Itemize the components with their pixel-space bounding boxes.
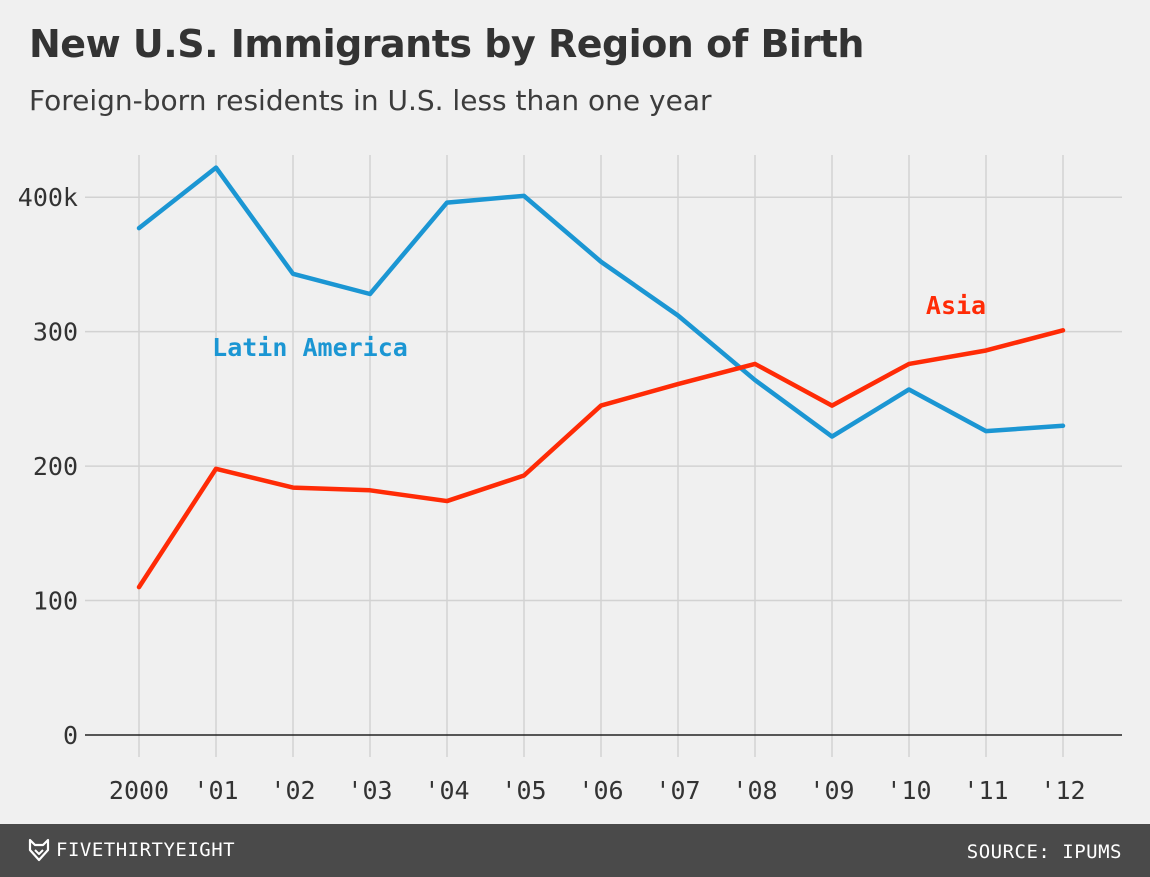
source-note: SOURCE: IPUMS: [966, 841, 1122, 863]
x-tick-label: 2000: [109, 776, 169, 805]
x-tick-label: '10: [886, 776, 931, 805]
brand: FIVETHIRTYEIGHT: [28, 838, 235, 862]
x-tick-label: '11: [963, 776, 1008, 805]
series-label-asia: Asia: [926, 291, 986, 320]
x-tick-label: '05: [501, 776, 546, 805]
series-line-latin-america: [136, 165, 1066, 439]
chart-subtitle: Foreign-born residents in U.S. less than…: [29, 84, 712, 117]
y-tick-label: 0: [63, 721, 78, 750]
y-tick-label: 400k: [18, 183, 78, 212]
x-tick-label: '06: [578, 776, 623, 805]
x-tick-label: '02: [270, 776, 315, 805]
y-tick-label: 100: [33, 587, 78, 616]
y-tick-label: 200: [33, 452, 78, 481]
series-label-latin-america: Latin America: [212, 333, 408, 362]
brand-name: FIVETHIRTYEIGHT: [56, 839, 236, 861]
x-tick-label: '07: [655, 776, 700, 805]
x-tick-label: '03: [347, 776, 392, 805]
x-tick-label: '04: [424, 776, 469, 805]
series-line-asia: [136, 328, 1066, 590]
fox-icon: [28, 838, 50, 862]
x-tick-label: '09: [809, 776, 854, 805]
line-chart: 0 100 200 300 400k 2000 '01 '02 '03 '04 '05 '06 '07 '…: [18, 155, 1122, 805]
x-tick-label: '01: [193, 776, 238, 805]
y-tick-label: 300: [33, 318, 78, 347]
x-tick-label: '08: [732, 776, 777, 805]
footer-bar: FIVETHIRTYEIGHT SOURCE: IPUMS: [0, 824, 1150, 877]
chart-title: New U.S. Immigrants by Region of Birth: [29, 22, 864, 66]
x-tick-label: '12: [1040, 776, 1085, 805]
